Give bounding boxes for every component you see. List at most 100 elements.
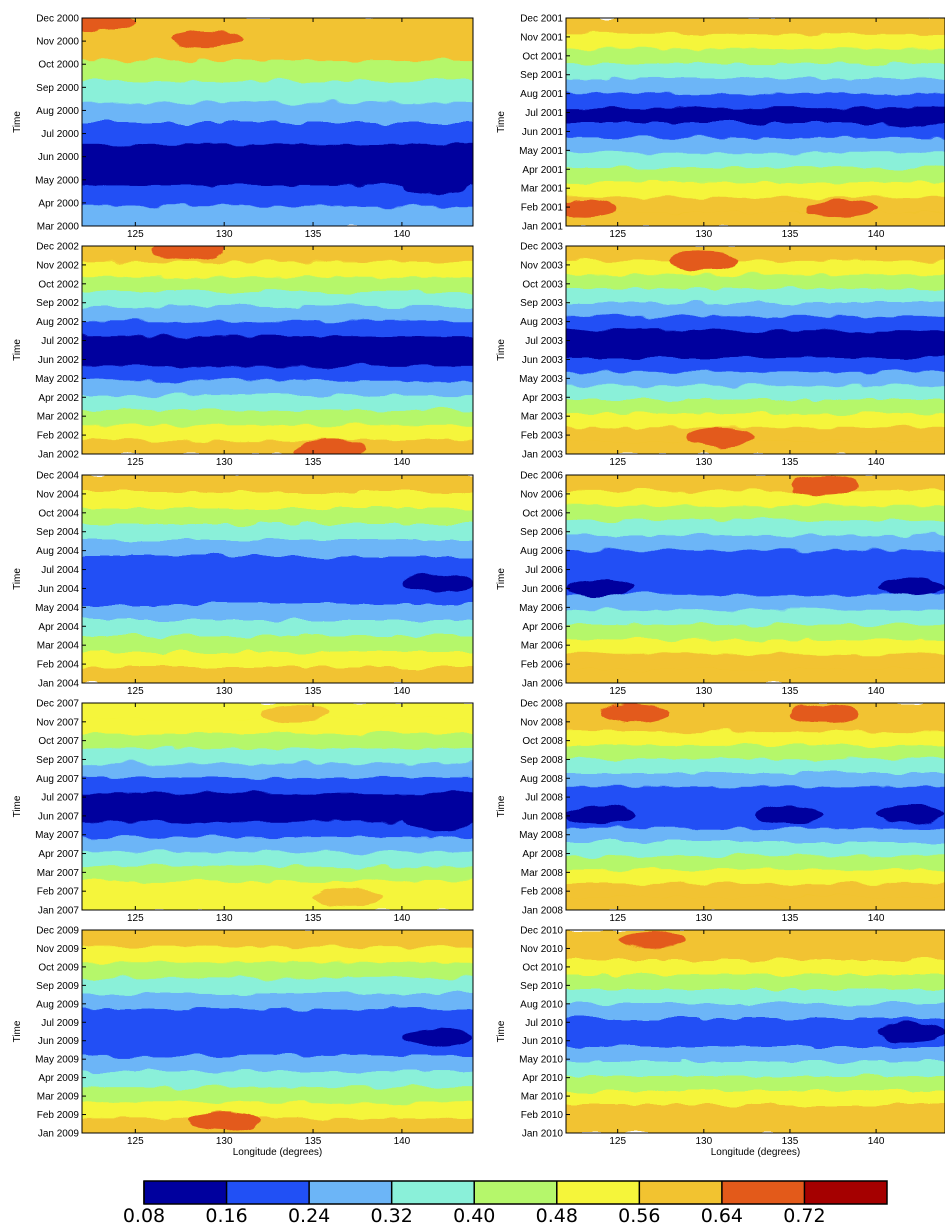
panel-2001: 125 130 135 140 Jan 2001 Feb 2001 Mar 2001 Apr … xyxy=(496,14,945,240)
y-tick-label: May 2002 xyxy=(35,374,79,385)
y-tick-label: Apr 2001 xyxy=(522,165,563,176)
y-tick-label: Nov 2004 xyxy=(36,489,79,500)
contour-band xyxy=(82,1022,473,1041)
x-tick-label: 125 xyxy=(127,457,144,468)
contour-band xyxy=(566,46,945,64)
y-tick-label: Oct 2006 xyxy=(522,508,563,519)
x-tick-label: 140 xyxy=(868,457,885,468)
y-axis-label: Time xyxy=(12,339,23,361)
y-tick-label: Jun 2007 xyxy=(38,811,80,822)
contour-band xyxy=(82,475,473,492)
x-tick-label: 125 xyxy=(127,686,144,697)
contour-band xyxy=(566,31,945,49)
y-axis-label: Time xyxy=(496,339,507,361)
panels-group: 125 130 135 140 Mar 2000 Apr 2000 May 2000 Jun … xyxy=(12,14,945,1158)
x-tick-label: 140 xyxy=(868,913,885,924)
y-tick-label: Jun 2004 xyxy=(38,584,80,595)
contour-band xyxy=(82,79,473,103)
y-tick-label: Jun 2010 xyxy=(522,1036,564,1047)
y-tick-label: Mar 2008 xyxy=(521,868,564,879)
y-tick-label: Sep 2008 xyxy=(520,755,563,766)
y-tick-label: Mar 2004 xyxy=(37,641,80,652)
contour-band xyxy=(566,943,945,960)
contour-blob xyxy=(402,1028,473,1047)
plot-frame xyxy=(565,474,945,684)
contour-blob xyxy=(566,577,635,597)
y-tick-label: Aug 2006 xyxy=(520,546,563,557)
y-tick-label: Mar 2006 xyxy=(521,641,564,652)
contour-blob xyxy=(171,29,242,49)
contour-band xyxy=(82,960,473,978)
y-tick-label: Apr 2002 xyxy=(38,393,79,404)
y-tick-label: Sep 2003 xyxy=(520,298,563,309)
y-tick-label: Jul 2009 xyxy=(41,1018,79,1029)
contour-blob xyxy=(618,931,687,950)
y-tick-label: Nov 2002 xyxy=(36,260,79,271)
contour-band xyxy=(82,289,473,307)
y-tick-label: Feb 2010 xyxy=(521,1110,564,1121)
y-tick-label: Jan 2001 xyxy=(522,222,564,233)
contour-band xyxy=(566,150,945,168)
contour-band xyxy=(82,570,473,588)
plot-frame xyxy=(565,245,945,455)
contour-band xyxy=(82,1007,473,1025)
y-tick-label: Jul 2001 xyxy=(525,108,563,119)
contour-band xyxy=(82,334,473,351)
contour-band xyxy=(566,972,945,989)
contour-band xyxy=(82,666,473,683)
panel-2003: 125 130 135 140 Jan 2003 Feb 2003 Mar 2003 Apr … xyxy=(496,242,945,468)
panel-2000: 125 130 135 140 Mar 2000 Apr 2000 May 2000 Jun … xyxy=(12,14,474,240)
contour-band xyxy=(82,634,473,652)
y-tick-label: Jun 2001 xyxy=(522,127,564,138)
panel-2002: 125 130 135 140 Jan 2002 Feb 2002 Mar 2002 Apr … xyxy=(12,242,474,468)
contour-blob xyxy=(82,18,135,32)
contour-band xyxy=(82,894,473,910)
y-tick-label: Dec 2004 xyxy=(36,471,79,482)
contour-band xyxy=(566,930,945,946)
y-axis-label: Time xyxy=(496,795,507,817)
y-tick-label: Feb 2003 xyxy=(521,431,564,442)
contour-blob xyxy=(876,108,945,128)
contour-band xyxy=(566,121,945,138)
y-tick-label: Dec 2000 xyxy=(36,14,79,25)
y-tick-label: Sep 2010 xyxy=(520,981,563,992)
x-tick-label: 125 xyxy=(609,686,626,697)
y-tick-label: Aug 2010 xyxy=(520,999,563,1010)
contour-band xyxy=(82,274,473,292)
contour-band xyxy=(82,393,473,411)
contour-blob xyxy=(876,577,945,597)
contour-blob xyxy=(686,428,756,447)
contour-band xyxy=(82,423,473,441)
y-tick-label: Dec 2010 xyxy=(520,926,563,937)
contour-blob xyxy=(402,175,473,194)
panel-2009: 125 130 135 140 Jan 2009 Feb 2009 Mar 2009 Apr … xyxy=(12,926,474,1158)
contour-band xyxy=(82,849,473,867)
x-tick-label: 125 xyxy=(609,1136,626,1147)
contour-band xyxy=(566,503,945,521)
y-tick-label: Nov 2001 xyxy=(520,32,563,43)
contour-band xyxy=(82,1116,473,1133)
colorbar-tick-label: 0.40 xyxy=(453,1205,495,1224)
contour-band xyxy=(82,538,473,556)
contour-band xyxy=(566,1045,945,1062)
contour-band xyxy=(82,100,473,123)
y-axis-label: Time xyxy=(496,1020,507,1042)
y-tick-label: Jul 2007 xyxy=(41,793,79,804)
y-tick-label: Nov 2003 xyxy=(520,260,563,271)
y-tick-label: Mar 2002 xyxy=(37,412,80,423)
y-tick-label: Jul 2008 xyxy=(525,793,563,804)
contour-band xyxy=(566,342,945,358)
x-axis-label: Longitude (degrees) xyxy=(233,1147,323,1158)
y-tick-label: Aug 2004 xyxy=(36,546,79,557)
contour-field xyxy=(566,930,945,1133)
x-tick-label: 140 xyxy=(394,457,411,468)
contour-blob xyxy=(790,476,859,495)
plot-frame xyxy=(565,929,945,1134)
panel-2006: 125 130 135 140 Jan 2006 Feb 2006 Mar 2006 Apr … xyxy=(496,471,945,697)
contour-band xyxy=(82,37,473,61)
contour-band xyxy=(82,490,473,508)
y-tick-label: Oct 2010 xyxy=(522,962,563,973)
contour-band xyxy=(566,1059,945,1076)
x-tick-label: 135 xyxy=(305,913,322,924)
contour-band xyxy=(566,840,945,856)
